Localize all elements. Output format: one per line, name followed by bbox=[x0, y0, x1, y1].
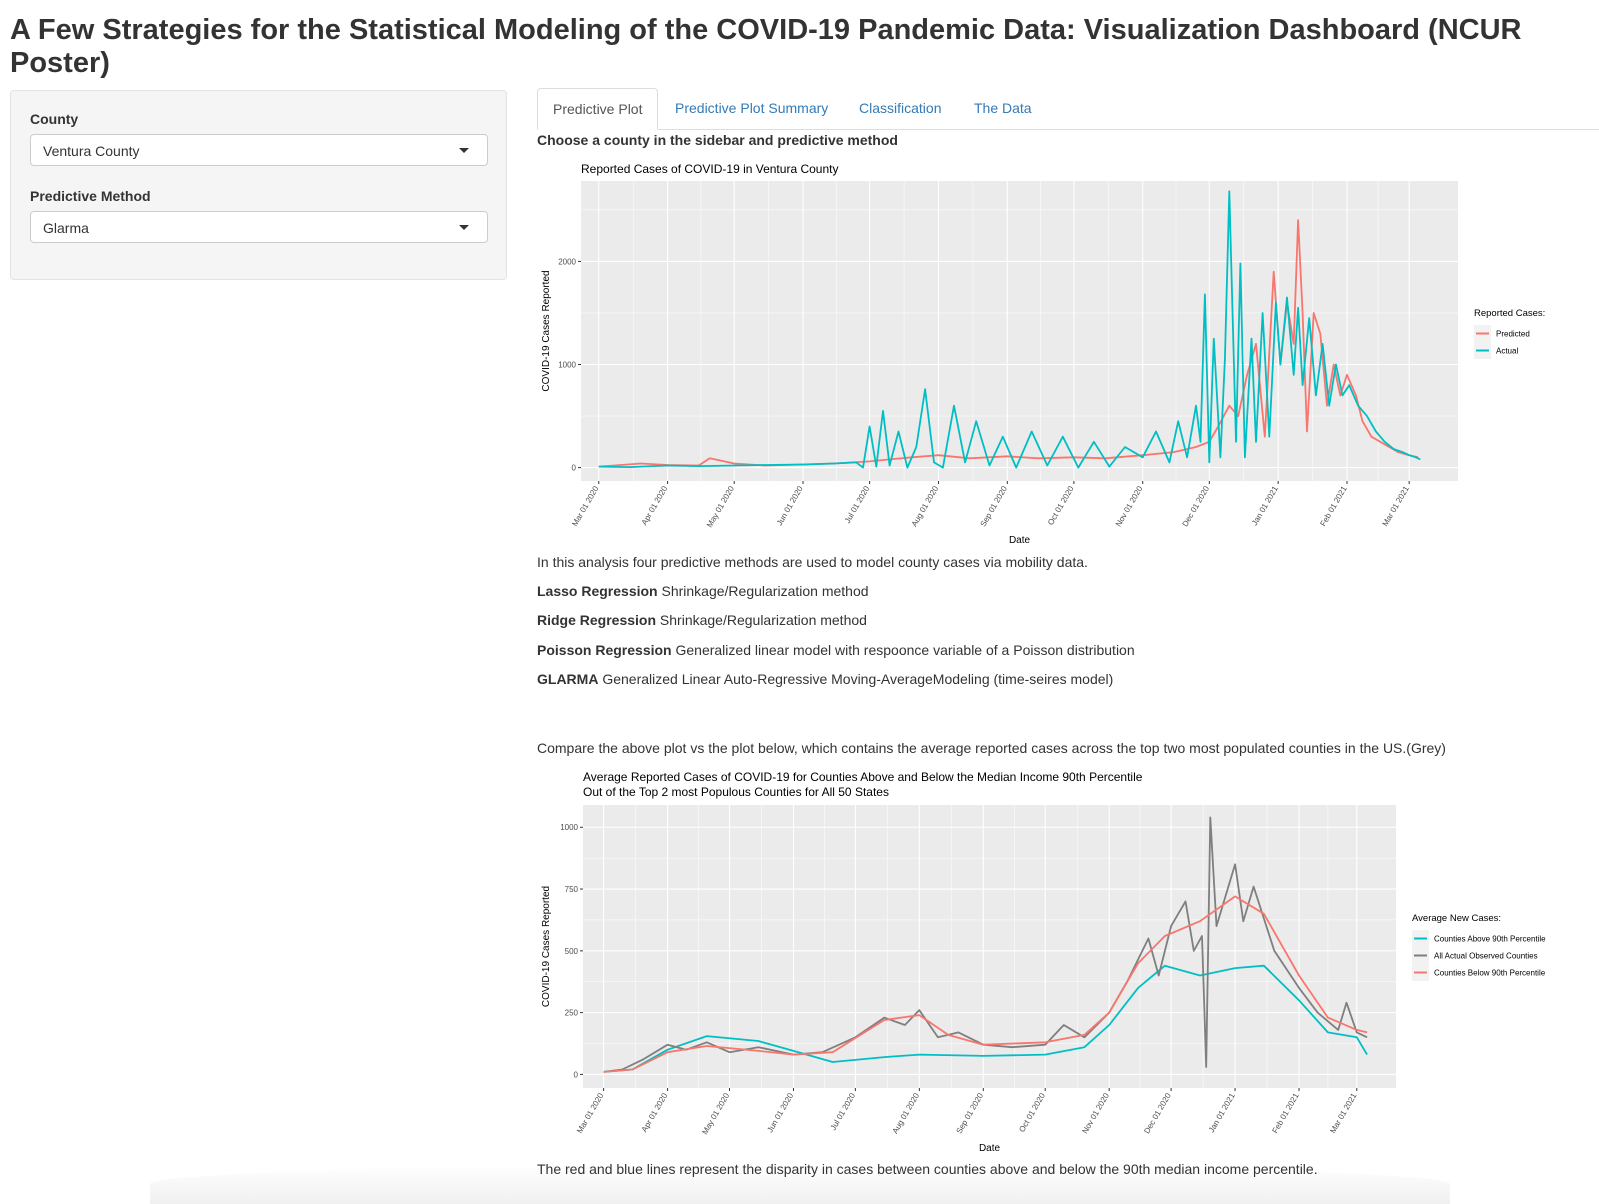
x-tick-label: Aug 01 2020 bbox=[910, 484, 941, 528]
x-tick-label: Jun 01 2020 bbox=[765, 1091, 795, 1134]
x-tick-label: Dec 01 2020 bbox=[1181, 484, 1212, 528]
x-tick-label: Mar 01 2020 bbox=[570, 484, 601, 528]
x-tick-label: Jul 01 2020 bbox=[843, 484, 872, 525]
y-tick-label: 0 bbox=[574, 1070, 579, 1079]
method-label: Predictive Method bbox=[30, 188, 151, 204]
method-desc: Shrinkage/Regularization method bbox=[661, 583, 869, 599]
x-tick-label: May 01 2020 bbox=[700, 1091, 731, 1136]
footer-text: The red and blue lines represent the dis… bbox=[537, 1161, 1318, 1177]
y-axis-label: COVID-19 Cases Reported bbox=[541, 270, 552, 391]
scroll-shadow bbox=[150, 1164, 1450, 1204]
x-tick-label: Feb 01 2021 bbox=[1270, 1091, 1301, 1135]
legend-title: Average New Cases: bbox=[1412, 913, 1501, 924]
intro-text: In this analysis four predictive methods… bbox=[537, 554, 1088, 570]
y-tick-label: 1000 bbox=[560, 823, 578, 832]
method-ridge: Ridge Regression Shrinkage/Regularizatio… bbox=[537, 612, 867, 628]
income-percentile-chart: Average Reported Cases of COVID-19 for C… bbox=[541, 770, 1546, 1154]
y-tick-label: 750 bbox=[565, 885, 579, 894]
x-tick-label: Apr 01 2020 bbox=[640, 1091, 670, 1134]
y-tick-label: 2000 bbox=[558, 257, 576, 266]
chevron-down-icon bbox=[459, 225, 469, 230]
series-line bbox=[603, 895, 1368, 1073]
legend-label: Counties Below 90th Percentile bbox=[1434, 969, 1546, 978]
x-tick-label: Mar 01 2021 bbox=[1381, 484, 1412, 528]
legend-label: Predicted bbox=[1496, 330, 1530, 339]
predictive-plot-chart: Reported Cases of COVID-19 in Ventura Co… bbox=[541, 162, 1545, 546]
legend-label: Counties Above 90th Percentile bbox=[1434, 935, 1546, 944]
x-tick-label: Sep 01 2020 bbox=[955, 1091, 986, 1135]
legend-label: Actual bbox=[1496, 347, 1518, 356]
method-lasso: Lasso Regression Shrinkage/Regularizatio… bbox=[537, 583, 869, 599]
compare-text: Compare the above plot vs the plot below… bbox=[537, 740, 1446, 756]
x-tick-label: Mar 01 2020 bbox=[575, 1091, 606, 1135]
series-line bbox=[598, 190, 1421, 469]
method-desc: Shrinkage/Regularization method bbox=[659, 612, 867, 628]
x-tick-label: Feb 01 2021 bbox=[1318, 484, 1349, 528]
method-name: Ridge Regression bbox=[537, 612, 657, 628]
tab-predictive-plot-summary[interactable]: Predictive Plot Summary bbox=[675, 100, 829, 116]
x-tick-label: Oct 01 2020 bbox=[1046, 484, 1076, 527]
y-tick-label: 1000 bbox=[558, 361, 576, 370]
x-tick-label: May 01 2020 bbox=[705, 484, 736, 529]
county-select-value: Ventura County bbox=[43, 143, 140, 159]
method-select-value: Glarma bbox=[43, 220, 89, 236]
county-select[interactable]: Ventura County bbox=[30, 134, 488, 166]
legend-label: All Actual Observed Counties bbox=[1434, 952, 1538, 961]
x-tick-label: Jan 01 2021 bbox=[1250, 484, 1280, 527]
tab-the-data[interactable]: The Data bbox=[974, 100, 1032, 116]
chart-subtitle: Out of the Top 2 most Populous Counties … bbox=[583, 785, 889, 799]
x-tick-label: Sep 01 2020 bbox=[979, 484, 1010, 528]
y-tick-label: 0 bbox=[572, 464, 577, 473]
page-title: A Few Strategies for the Statistical Mod… bbox=[10, 14, 1522, 79]
chart-title: Average Reported Cases of COVID-19 for C… bbox=[583, 770, 1143, 784]
sidebar-panel: County Ventura County Predictive Method … bbox=[10, 90, 507, 280]
x-tick-label: Jun 01 2020 bbox=[775, 484, 805, 527]
x-tick-label: Nov 01 2020 bbox=[1080, 1091, 1111, 1135]
x-tick-label: Jul 01 2020 bbox=[829, 1091, 858, 1132]
method-desc: Generalized Linear Auto-Regressive Movin… bbox=[602, 671, 1114, 687]
method-name: Lasso Regression bbox=[537, 583, 658, 599]
x-tick-label: Apr 01 2020 bbox=[640, 484, 670, 527]
method-desc: Generalized linear model with respoonce … bbox=[675, 642, 1135, 658]
tab-predictive-plot[interactable]: Predictive Plot bbox=[537, 88, 659, 130]
tab-bar: Predictive Plot Predictive Plot Summary … bbox=[537, 88, 1599, 130]
county-label: County bbox=[30, 111, 79, 127]
x-axis-label: Date bbox=[979, 1143, 1001, 1154]
x-tick-label: Nov 01 2020 bbox=[1114, 484, 1145, 528]
y-tick-label: 250 bbox=[565, 1009, 579, 1018]
method-name: GLARMA bbox=[537, 671, 599, 687]
method-select[interactable]: Glarma bbox=[30, 211, 488, 243]
instruction-text: Choose a county in the sidebar and predi… bbox=[537, 132, 898, 148]
y-axis-label: COVID-19 Cases Reported bbox=[541, 886, 552, 1007]
plot-panel bbox=[581, 181, 1458, 481]
method-glarma: GLARMA Generalized Linear Auto-Regressiv… bbox=[537, 671, 1113, 687]
method-poisson: Poisson Regression Generalized linear mo… bbox=[537, 642, 1135, 658]
x-tick-label: Oct 01 2020 bbox=[1017, 1091, 1047, 1134]
x-tick-label: Aug 01 2020 bbox=[891, 1091, 922, 1135]
chevron-down-icon bbox=[459, 148, 469, 153]
x-axis-label: Date bbox=[1009, 535, 1031, 546]
y-tick-label: 500 bbox=[565, 947, 579, 956]
plot-panel bbox=[583, 805, 1396, 1088]
series-line bbox=[603, 964, 1368, 1073]
x-tick-label: Jan 01 2021 bbox=[1207, 1091, 1237, 1134]
tab-classification[interactable]: Classification bbox=[859, 100, 942, 116]
x-tick-label: Mar 01 2021 bbox=[1328, 1091, 1359, 1135]
legend-title: Reported Cases: bbox=[1474, 308, 1545, 319]
x-tick-label: Dec 01 2020 bbox=[1142, 1091, 1173, 1135]
chart-title: Reported Cases of COVID-19 in Ventura Co… bbox=[581, 162, 838, 176]
method-name: Poisson Regression bbox=[537, 642, 672, 658]
